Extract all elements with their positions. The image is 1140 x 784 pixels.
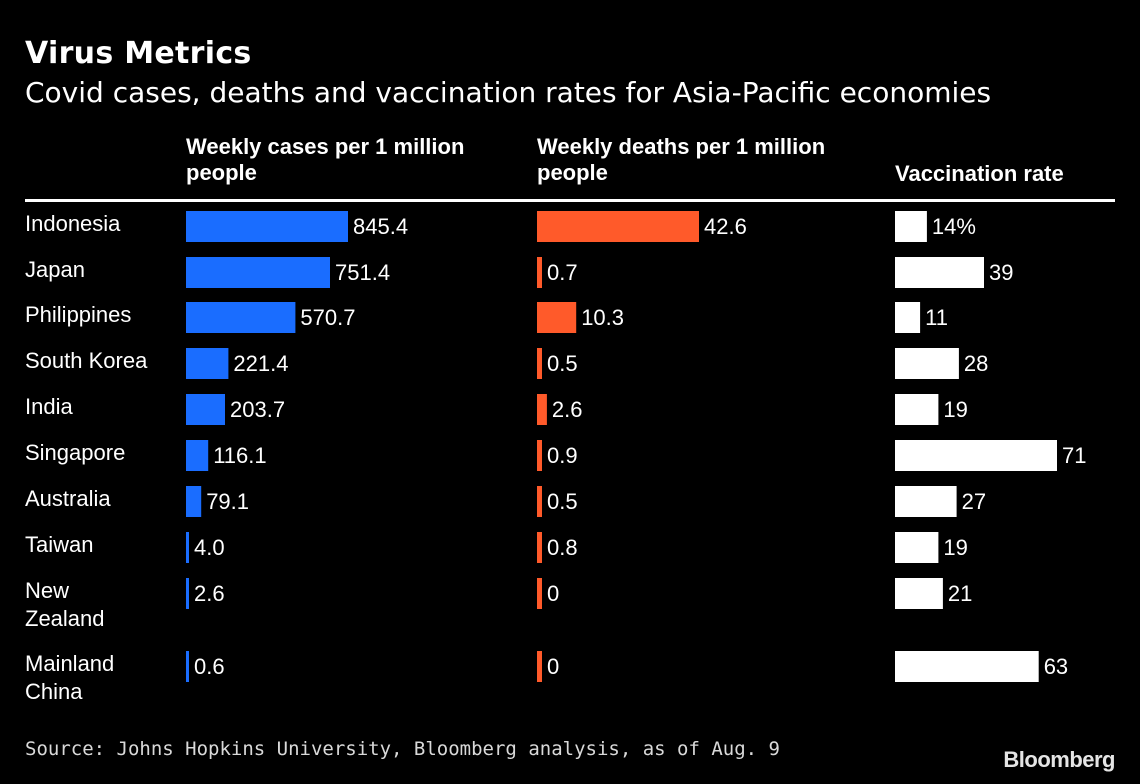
vaccination-bar-singapore (895, 440, 1057, 471)
vaccination-bar-japan (895, 257, 984, 288)
header-divider (25, 199, 1115, 202)
cases-value-label-japan: 751.4 (335, 260, 390, 285)
vaccination-value-label-australia: 27 (962, 489, 986, 514)
vaccination-bar-south-korea (895, 348, 959, 379)
vaccination-bar-philippines (895, 302, 921, 333)
source-note: Source: Johns Hopkins University, Bloomb… (25, 738, 780, 760)
cases-value-label-indonesia: 845.4 (353, 214, 408, 239)
deaths-bar-australia (537, 486, 542, 517)
vaccination-value-label-japan: 39 (989, 260, 1013, 285)
deaths-value-label-new-zealand: 0 (547, 581, 559, 606)
deaths-value-label-singapore: 0.9 (547, 443, 578, 468)
deaths-bar-mainland-china (537, 651, 542, 682)
vaccination-value-label-taiwan: 19 (943, 535, 967, 560)
deaths-bar-south-korea (537, 348, 542, 379)
deaths-bar-new-zealand (537, 578, 542, 609)
cases-value-label-india: 203.7 (230, 397, 285, 422)
cases-bar-japan (186, 257, 330, 288)
cases-bar-mainland-china (186, 651, 189, 682)
cases-value-label-taiwan: 4.0 (194, 535, 225, 560)
vaccination-value-label-mainland-china: 63 (1044, 654, 1068, 679)
deaths-value-label-australia: 0.5 (547, 489, 578, 514)
cases-value-label-south-korea: 221.4 (233, 351, 288, 376)
category-label-india: India (25, 394, 73, 419)
category-label-australia: Australia (25, 486, 111, 511)
cases-bar-india (186, 394, 225, 425)
category-label-taiwan: Taiwan (25, 532, 93, 557)
cases-bar-singapore (186, 440, 209, 471)
vaccination-bar-new-zealand (895, 578, 943, 609)
vaccination-value-label-south-korea: 28 (964, 351, 988, 376)
cases-value-label-mainland-china: 0.6 (194, 654, 225, 679)
deaths-bar-taiwan (537, 532, 542, 563)
deaths-bar-indonesia (537, 211, 699, 242)
vaccination-value-label-philippines: 11 (925, 305, 948, 330)
bloomberg-logo: Bloomberg (1003, 747, 1115, 772)
deaths-value-label-taiwan: 0.8 (547, 535, 578, 560)
deaths-column-header: Weekly deaths per 1 million people (537, 134, 826, 185)
cases-column-header: Weekly cases per 1 million people (186, 134, 465, 185)
deaths-value-label-indonesia: 42.6 (704, 214, 747, 239)
vaccination-bar-australia (895, 486, 957, 517)
category-label-japan: Japan (25, 257, 85, 282)
vaccination-value-label-singapore: 71 (1062, 443, 1086, 468)
category-label-singapore: Singapore (25, 440, 125, 465)
cases-value-label-new-zealand: 2.6 (194, 581, 225, 606)
cases-value-label-singapore: 116.1 (213, 443, 266, 468)
cases-bar-south-korea (186, 348, 229, 379)
cases-bar-new-zealand (186, 578, 189, 609)
deaths-value-label-mainland-china: 0 (547, 654, 559, 679)
cases-bar-taiwan (186, 532, 189, 563)
vaccination-bar-india (895, 394, 939, 425)
category-label-new-zealand: New Zealand (25, 578, 105, 631)
vaccination-value-label-new-zealand: 21 (948, 581, 972, 606)
deaths-bar-singapore (537, 440, 542, 471)
cases-value-label-philippines: 570.7 (300, 305, 355, 330)
vaccination-bar-indonesia (895, 211, 927, 242)
cases-value-label-australia: 79.1 (206, 489, 249, 514)
category-label-philippines: Philippines (25, 302, 131, 327)
chart-title: Virus Metrics (25, 36, 252, 71)
cases-bar-indonesia (186, 211, 348, 242)
category-label-mainland-china: Mainland China (25, 651, 114, 704)
deaths-value-label-japan: 0.7 (547, 260, 578, 285)
deaths-bar-japan (537, 257, 542, 288)
cases-bar-philippines (186, 302, 296, 333)
chart-subtitle: Covid cases, deaths and vaccination rate… (25, 76, 992, 109)
deaths-value-label-india: 2.6 (552, 397, 583, 422)
vaccination-column-header: Vaccination rate (895, 161, 1064, 186)
cases-bar-australia (186, 486, 202, 517)
vaccination-value-label-indonesia: 14% (932, 214, 976, 239)
category-label-indonesia: Indonesia (25, 211, 121, 236)
vaccination-bar-taiwan (895, 532, 939, 563)
vaccination-value-label-india: 19 (943, 397, 967, 422)
deaths-bar-india (537, 394, 547, 425)
deaths-value-label-south-korea: 0.5 (547, 351, 578, 376)
deaths-bar-philippines (537, 302, 577, 333)
vaccination-bar-mainland-china (895, 651, 1039, 682)
deaths-value-label-philippines: 10.3 (581, 305, 624, 330)
category-label-south-korea: South Korea (25, 348, 148, 373)
